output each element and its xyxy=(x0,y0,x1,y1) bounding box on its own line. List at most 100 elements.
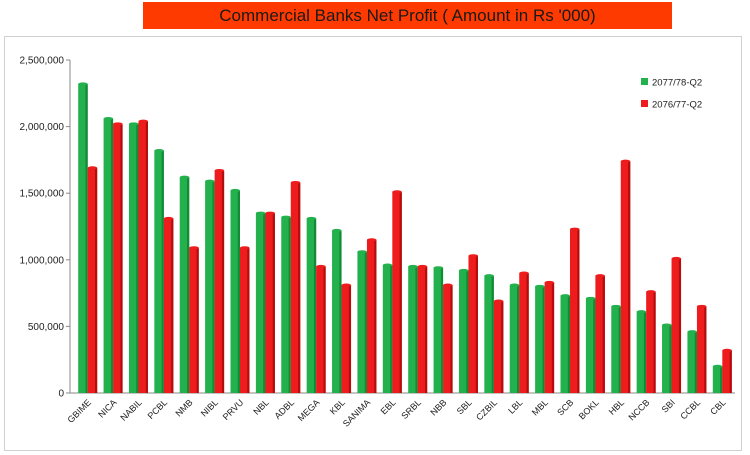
bar-shade xyxy=(653,291,656,393)
bar-shade xyxy=(348,285,352,393)
x-tick-label: HBL xyxy=(607,397,626,416)
bar-cap xyxy=(290,180,301,185)
bar-fill xyxy=(519,273,529,393)
bar-shade xyxy=(298,182,301,393)
x-tick-label: CZBIL xyxy=(474,397,499,422)
x-tick-label: NBB xyxy=(428,397,448,417)
bar-cap xyxy=(214,168,225,173)
x-tick-label: MEGA xyxy=(296,397,322,423)
bar-cap xyxy=(240,246,250,250)
x-tick-label: SCB xyxy=(555,397,575,417)
bar-fill xyxy=(433,267,444,393)
bar-fill xyxy=(103,118,114,393)
chart-border xyxy=(4,36,742,451)
bar-shade xyxy=(94,167,98,393)
bar-gbime-2076-77 xyxy=(87,166,98,393)
bar-fill xyxy=(179,177,190,393)
bar-nbl-2076-77 xyxy=(265,211,275,393)
bar-cap xyxy=(103,117,114,121)
bar-fill xyxy=(620,161,631,393)
bar-fill xyxy=(662,325,672,393)
bar-cap xyxy=(230,188,240,193)
bar-cap xyxy=(255,211,266,215)
chart-title: Commercial Banks Net Profit ( Amount in … xyxy=(143,2,672,29)
bar-cap xyxy=(332,228,342,233)
bar-cap xyxy=(595,274,605,278)
bar-shade xyxy=(288,217,291,393)
x-tick-label: NMB xyxy=(173,397,194,418)
bar-fill xyxy=(189,247,199,393)
bar-fill xyxy=(255,213,266,393)
bar-cap xyxy=(205,179,215,183)
bar-shade xyxy=(567,295,570,393)
bar-shade xyxy=(120,123,123,393)
bar-prvu-2077-78 xyxy=(230,188,240,393)
x-tick-label: NABIL xyxy=(118,397,143,422)
bar-shade xyxy=(161,150,164,393)
bar-cap xyxy=(712,364,723,368)
x-tick-label: NIBL xyxy=(199,397,220,418)
bar-fill xyxy=(646,291,656,393)
bar-shade xyxy=(542,286,545,393)
bar-fill xyxy=(366,239,377,393)
bar-sbi-2077-78 xyxy=(662,323,672,393)
bar-cap xyxy=(484,274,494,278)
bar-kbl-2076-77 xyxy=(341,283,352,393)
bar-cap xyxy=(341,283,352,287)
bar-nccb-2076-77 xyxy=(646,290,656,393)
bar-fill xyxy=(357,251,367,393)
bar-fill xyxy=(78,83,88,393)
bar-cap xyxy=(154,148,164,153)
bar-adbl-2077-78 xyxy=(281,215,291,393)
bar-gbime-2077-78 xyxy=(78,82,88,393)
bar-nbb-2076-77 xyxy=(443,283,453,393)
bar-shade xyxy=(618,306,621,393)
bar-shade xyxy=(551,282,555,393)
bar-srbl-2076-77 xyxy=(417,264,428,393)
bar-fill xyxy=(128,123,139,393)
bar-pcbl-2077-78 xyxy=(154,148,164,393)
bar-nibl-2077-78 xyxy=(205,179,215,393)
bar-shade xyxy=(171,218,174,393)
bar-shade xyxy=(110,118,114,393)
bar-cap xyxy=(535,284,545,289)
bar-cap xyxy=(316,264,326,269)
bar-shade xyxy=(364,251,367,393)
y-tick-label: 500,000 xyxy=(28,322,65,333)
bar-fill xyxy=(382,265,393,393)
bar-cap xyxy=(443,283,453,287)
bar-fill xyxy=(544,282,555,393)
x-tick-label: MBL xyxy=(530,397,550,417)
bar-nccb-2077-78 xyxy=(636,310,647,393)
bar-shade xyxy=(720,366,723,393)
bar-nica-2076-77 xyxy=(113,122,123,393)
bar-shade xyxy=(247,247,250,393)
bar-mega-2076-77 xyxy=(316,264,326,393)
bar-cap xyxy=(646,290,656,294)
bar-shade xyxy=(323,266,326,393)
y-tick-label: 1,500,000 xyxy=(20,189,65,200)
x-tick-label: KBL xyxy=(328,397,347,416)
bar-mega-2077-78 xyxy=(306,216,317,393)
bar-pcbl-2076-77 xyxy=(163,216,174,393)
bar-shade xyxy=(517,285,520,393)
bar-fill xyxy=(417,266,428,393)
bar-cap xyxy=(458,268,469,273)
bar-cap xyxy=(509,283,520,287)
y-tick-label: 1,000,000 xyxy=(20,255,65,266)
bar-fill xyxy=(636,311,647,393)
x-tick-label: NCCB xyxy=(626,397,651,422)
bar-shade xyxy=(221,170,225,393)
bar-adbl-2076-77 xyxy=(290,180,301,393)
bar-cap xyxy=(636,310,647,314)
bar-shade xyxy=(450,285,453,393)
x-tick-label: NICA xyxy=(96,397,118,419)
bar-cap xyxy=(179,175,190,179)
y-tick-label: 2,000,000 xyxy=(20,122,65,133)
bar-shade xyxy=(415,266,418,393)
bar-shade xyxy=(374,239,377,393)
bar-fill xyxy=(585,298,596,393)
bar-shade xyxy=(187,177,190,393)
bar-sanima-2077-78 xyxy=(357,250,367,393)
